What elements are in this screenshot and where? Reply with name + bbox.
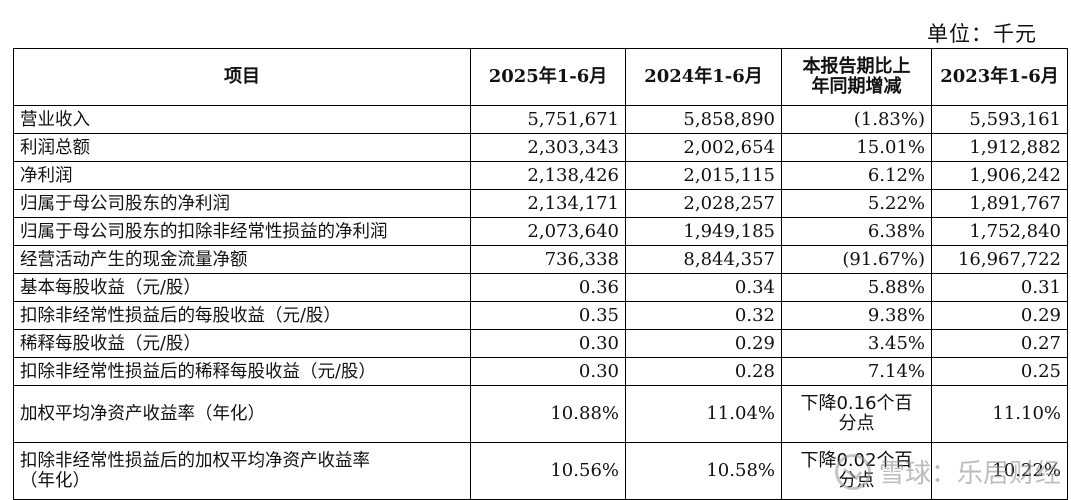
row-value-2024: 5,858,890 (625, 105, 782, 134)
xueqiu-logo-icon (834, 453, 871, 490)
row-item-label: 归属于母公司股东的扣除非经常性损益的净利润 (13, 217, 471, 246)
header-2024: 2024年1-6月 (625, 48, 782, 106)
row-item-label: 稀释每股收益（元/股） (13, 329, 471, 358)
row-value-change: 3.45% (781, 329, 932, 358)
header-2023: 2023年1-6月 (931, 48, 1068, 106)
row-value-change: 9.38% (781, 301, 932, 330)
row-value-change: 15.01% (781, 133, 932, 162)
row-value-2025: 2,138,426 (470, 161, 626, 190)
row-value-2025: 10.56% (470, 442, 626, 500)
row-value-2024: 1,949,185 (625, 217, 782, 246)
row-item-label: 归属于母公司股东的净利润 (13, 189, 471, 218)
row-item-label: 加权平均净资产收益率（年化） (13, 385, 471, 443)
header-2025: 2025年1-6月 (470, 48, 626, 106)
row-value-2023: 16,967,722 (931, 245, 1068, 274)
row-value-2024: 2,015,115 (625, 161, 782, 190)
row-value-change: 5.88% (781, 273, 932, 302)
row-value-2023: 0.31 (931, 273, 1068, 302)
row-value-2023: 5,593,161 (931, 105, 1068, 134)
row-value-2023: 0.25 (931, 357, 1068, 386)
table-row: 归属于母公司股东的净利润 2,134,171 2,028,257 5.22% 1,891… (13, 189, 1068, 218)
header-change: 本报告期比上 年同期增减 (781, 48, 932, 106)
table-row: 稀释每股收益（元/股） 0.30 0.29 3.45% 0.27 (13, 329, 1068, 358)
row-value-2025: 0.36 (470, 273, 626, 302)
row-value-change: (91.67%) (781, 245, 932, 274)
row-value-2023: 10.22% (931, 442, 1068, 500)
row-value-change: 7.14% (781, 357, 932, 386)
row-value-2024: 0.32 (625, 301, 782, 330)
row-value-2025: 0.30 (470, 329, 626, 358)
table-row: 加权平均净资产收益率（年化） 10.88% 11.04% 下降0.16个百 分点 11.… (13, 385, 1068, 443)
row-value-2023: 1,891,767 (931, 189, 1068, 218)
header-item: 项目 (13, 48, 471, 106)
table-row: 扣除非经常性损益后的稀释每股收益（元/股） 0.30 0.28 7.14% 0.25 (13, 357, 1068, 386)
financial-table: 项目 2025年1-6月 2024年1-6月 本报告期比上 年同期增减 2023… (13, 48, 1068, 500)
table-row: 扣除非经常性损益后的加权平均净资产收益率 （年化） 10.56% 10.58% 下降0… (13, 442, 1068, 500)
row-value-2024: 0.28 (625, 357, 782, 386)
table-row: 基本每股收益（元/股） 0.36 0.34 5.88% 0.31 (13, 273, 1068, 302)
row-value-2024: 8,844,357 (625, 245, 782, 274)
row-value-2024: 2,028,257 (625, 189, 782, 218)
row-value-2025: 2,134,171 (470, 189, 626, 218)
row-item-label: 经营活动产生的现金流量净额 (13, 245, 471, 274)
row-value-2025: 10.88% (470, 385, 626, 443)
row-value-2024: 10.58% (625, 442, 782, 500)
row-value-change: 下降0.16个百 分点 (781, 385, 932, 443)
table-row: 净利润 2,138,426 2,015,115 6.12% 1,906,242 (13, 161, 1068, 190)
table-header-row: 项目 2025年1-6月 2024年1-6月 本报告期比上 年同期增减 2023… (13, 48, 1068, 106)
row-item-label: 营业收入 (13, 105, 471, 134)
row-value-2023: 1,912,882 (931, 133, 1068, 162)
row-value-2024: 0.34 (625, 273, 782, 302)
row-value-2023: 0.27 (931, 329, 1068, 358)
row-value-2023: 1,906,242 (931, 161, 1068, 190)
row-value-2024: 11.04% (625, 385, 782, 443)
table-row: 经营活动产生的现金流量净额 736,338 8,844,357 (91.67%) 16,… (13, 245, 1068, 274)
row-value-change: (1.83%) (781, 105, 932, 134)
row-item-label: 利润总额 (13, 133, 471, 162)
row-value-change: 6.12% (781, 161, 932, 190)
row-value-2025: 2,073,640 (470, 217, 626, 246)
row-value-2025: 736,338 (470, 245, 626, 274)
row-value-2025: 2,303,343 (470, 133, 626, 162)
row-item-label: 扣除非经常性损益后的稀释每股收益（元/股） (13, 357, 471, 386)
unit-label: 单位：千元 (927, 22, 1037, 46)
table-row: 归属于母公司股东的扣除非经常性损益的净利润 2,073,640 1,949,185 6… (13, 217, 1068, 246)
row-value-change: 6.38% (781, 217, 932, 246)
row-value-2025: 0.35 (470, 301, 626, 330)
table-row: 利润总额 2,303,343 2,002,654 15.01% 1,912,882 (13, 133, 1068, 162)
row-item-label: 净利润 (13, 161, 471, 190)
row-item-label: 扣除非经常性损益后的加权平均净资产收益率 （年化） (13, 442, 471, 500)
row-item-label: 基本每股收益（元/股） (13, 273, 471, 302)
row-value-2025: 0.30 (470, 357, 626, 386)
row-value-2024: 0.29 (625, 329, 782, 358)
row-value-2025: 5,751,671 (470, 105, 626, 134)
row-value-change: 5.22% (781, 189, 932, 218)
row-value-2023: 11.10% (931, 385, 1068, 443)
row-value-2024: 2,002,654 (625, 133, 782, 162)
watermark-text: 雪球：乐居财经 (878, 459, 1061, 489)
table-row: 扣除非经常性损益后的每股收益（元/股） 0.35 0.32 9.38% 0.29 (13, 301, 1068, 330)
watermark: 雪球：乐居财经 (834, 453, 1061, 490)
table-row: 营业收入 5,751,671 5,858,890 (1.83%) 5,593,161 (13, 105, 1068, 134)
row-item-label: 扣除非经常性损益后的每股收益（元/股） (13, 301, 471, 330)
row-value-2023: 0.29 (931, 301, 1068, 330)
row-value-2023: 1,752,840 (931, 217, 1068, 246)
